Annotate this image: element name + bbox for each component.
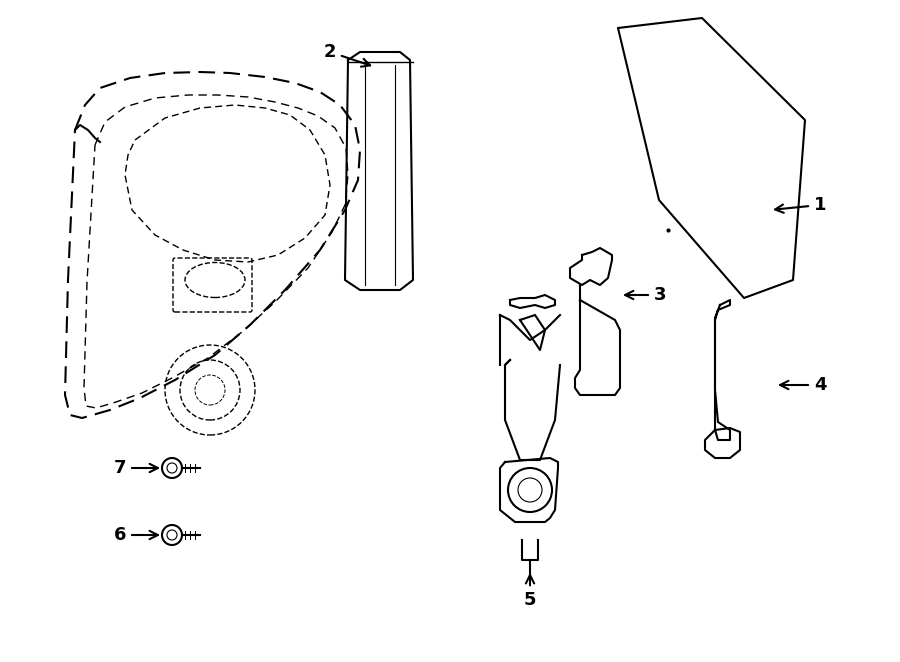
Text: 1: 1 [775,196,826,214]
Text: 6: 6 [113,526,158,544]
Text: 2: 2 [324,43,370,67]
Text: 3: 3 [626,286,666,304]
Text: 4: 4 [780,376,826,394]
Text: 7: 7 [113,459,158,477]
Text: 5: 5 [524,575,536,609]
